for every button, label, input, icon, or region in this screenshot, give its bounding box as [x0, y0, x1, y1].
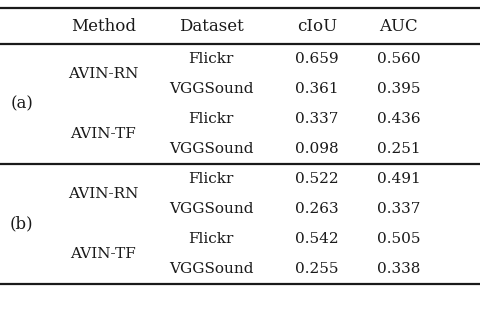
Text: 0.337: 0.337 — [377, 202, 420, 216]
Text: Flickr: Flickr — [189, 112, 234, 126]
Text: 0.522: 0.522 — [295, 172, 338, 186]
Text: 0.338: 0.338 — [377, 262, 420, 276]
Text: 0.542: 0.542 — [295, 232, 338, 246]
Text: (b): (b) — [10, 216, 34, 233]
Text: Flickr: Flickr — [189, 172, 234, 186]
Text: AVIN-TF: AVIN-TF — [71, 247, 136, 261]
Text: VGGSound: VGGSound — [169, 262, 253, 276]
Text: (a): (a) — [10, 96, 33, 113]
Text: VGGSound: VGGSound — [169, 142, 253, 156]
Text: Method: Method — [71, 18, 136, 34]
Text: 0.361: 0.361 — [295, 82, 338, 96]
Text: 0.395: 0.395 — [377, 82, 420, 96]
Text: VGGSound: VGGSound — [169, 202, 253, 216]
Text: Flickr: Flickr — [189, 232, 234, 246]
Text: 0.255: 0.255 — [295, 262, 338, 276]
Text: 0.505: 0.505 — [377, 232, 420, 246]
Text: AUC: AUC — [379, 18, 418, 34]
Text: 0.491: 0.491 — [376, 172, 420, 186]
Text: 0.263: 0.263 — [295, 202, 338, 216]
Text: Dataset: Dataset — [179, 18, 243, 34]
Text: AVIN-RN: AVIN-RN — [68, 187, 138, 201]
Text: 0.098: 0.098 — [295, 142, 338, 156]
Text: Flickr: Flickr — [189, 52, 234, 66]
Text: 0.436: 0.436 — [377, 112, 420, 126]
Text: 0.560: 0.560 — [377, 52, 420, 66]
Text: VGGSound: VGGSound — [169, 82, 253, 96]
Text: AVIN-TF: AVIN-TF — [71, 127, 136, 141]
Text: 0.659: 0.659 — [295, 52, 338, 66]
Text: AVIN-RN: AVIN-RN — [68, 67, 138, 81]
Text: 0.251: 0.251 — [377, 142, 420, 156]
Text: cIoU: cIoU — [297, 18, 337, 34]
Text: 0.337: 0.337 — [295, 112, 338, 126]
